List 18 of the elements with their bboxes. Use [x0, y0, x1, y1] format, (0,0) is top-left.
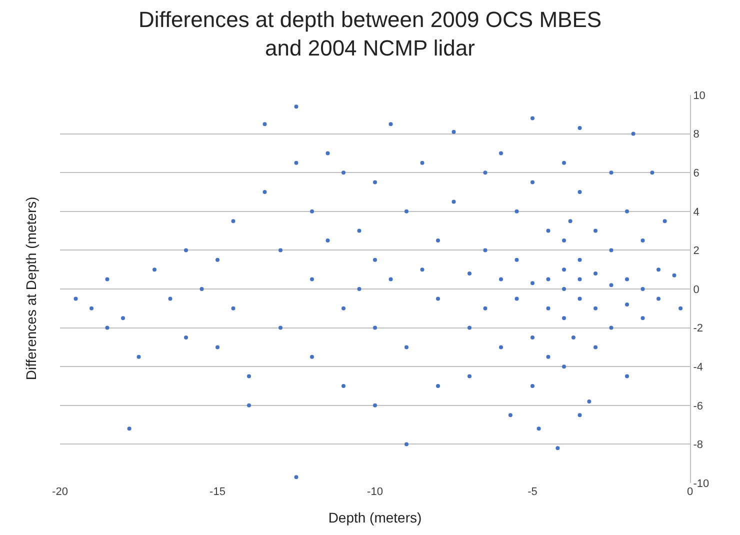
- chart-title: Differences at depth between 2009 OCS MBES and 2004 NCMP lidar: [138, 6, 602, 60]
- x-tick-label: -5: [528, 486, 538, 498]
- y-tick-label: -8: [693, 439, 703, 452]
- y-tick-label: -2: [693, 322, 703, 335]
- y-tick-label: -10: [693, 478, 710, 490]
- x-tick-label: -20: [52, 486, 68, 498]
- y-tick-label: -4: [693, 361, 703, 374]
- y-tick-label: 2: [693, 245, 700, 258]
- y-tick-label: 4: [693, 206, 700, 218]
- y-axis-title: Differences at Depth (meters): [23, 196, 40, 380]
- y-tick-label: 8: [693, 128, 700, 141]
- x-tick-label: -10: [367, 486, 383, 498]
- y-tick-label: 10: [693, 90, 706, 102]
- x-tick-label: -15: [210, 486, 226, 498]
- y-tick-label: -6: [693, 400, 703, 412]
- y-tick-label: 0: [693, 284, 700, 296]
- y-tick-label: 6: [693, 167, 700, 180]
- x-axis-title: Depth (meters): [328, 509, 422, 526]
